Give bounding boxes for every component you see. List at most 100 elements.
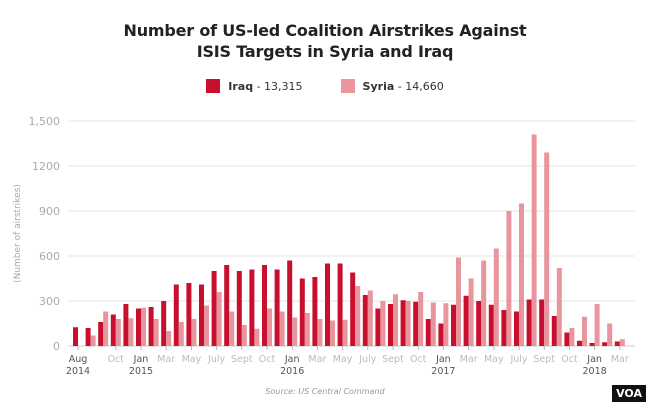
bar-syria — [519, 203, 524, 346]
bar-syria — [493, 248, 499, 346]
bar-iraq — [539, 299, 545, 346]
legend-value-iraq: 13,315 — [264, 79, 303, 93]
y-tick-label: 1200 — [32, 160, 60, 173]
voa-logo: VOA — [612, 385, 646, 402]
bar-syria — [267, 308, 272, 346]
bar-syria — [115, 319, 121, 346]
bar-iraq — [73, 327, 78, 346]
bar-iraq — [312, 277, 318, 346]
bar-iraq — [375, 308, 381, 346]
x-tick-year-label: 2016 — [280, 366, 304, 377]
source-note: Source: US Central Command — [265, 387, 385, 396]
chart-title-line-2: ISIS Targets in Syria and Iraq — [196, 42, 454, 61]
y-tick-label: 0 — [53, 340, 60, 353]
bar-iraq — [451, 304, 456, 346]
bar-syria — [355, 286, 361, 346]
x-tick-label: May — [182, 354, 202, 365]
x-tick-label: Oct — [410, 354, 427, 365]
bar-syria — [430, 302, 436, 346]
chart-title: Number of US-led Coalition Airstrikes Ag… — [0, 20, 650, 62]
bar-syria — [153, 319, 159, 346]
chart-title-line-1: Number of US-led Coalition Airstrikes Ag… — [123, 21, 527, 40]
bar-iraq — [501, 310, 507, 346]
bar-syria — [166, 331, 172, 346]
bar-iraq — [287, 260, 293, 346]
bar-syria — [393, 294, 398, 346]
bar-syria — [141, 307, 146, 346]
bar-syria — [481, 260, 487, 346]
bar-iraq — [425, 319, 431, 346]
x-tick-label: Jan — [133, 354, 149, 365]
bar-syria — [204, 305, 209, 346]
x-tick-label: Oct — [259, 354, 276, 365]
bar-syria — [254, 328, 260, 346]
bar-syria — [405, 301, 411, 346]
x-tick-year-label: 2017 — [431, 366, 455, 377]
bar-syria — [229, 311, 235, 346]
bar-syria — [506, 211, 512, 346]
legend-label-iraq: Iraq — [228, 79, 254, 93]
bar-iraq — [526, 299, 532, 346]
y-tick-label: 600 — [39, 250, 60, 263]
bar-iraq — [488, 304, 494, 346]
bar-iraq — [476, 301, 482, 346]
bar-syria — [241, 325, 247, 346]
bar-syria — [569, 328, 575, 346]
bar-iraq — [388, 304, 393, 346]
x-tick-label: Aug — [69, 354, 88, 365]
x-tick-label: Oct — [108, 354, 125, 365]
bar-iraq — [211, 271, 217, 346]
x-tick-label: July — [207, 354, 225, 365]
x-tick-label: Mar — [611, 354, 629, 365]
bar-syria — [582, 316, 587, 346]
bar-syria — [191, 319, 197, 346]
legend-item-iraq: Iraq - 13,315 — [206, 79, 303, 93]
bar-iraq — [186, 283, 192, 346]
bar-iraq — [299, 278, 305, 346]
bar-syria — [90, 335, 96, 346]
bar-iraq — [148, 307, 154, 346]
legend-item-syria: Syria - 14,660 — [340, 79, 444, 93]
x-tick-label: May — [333, 354, 353, 365]
bar-syria — [443, 303, 449, 346]
legend-swatch-syria — [340, 79, 355, 93]
bar-iraq — [337, 263, 343, 346]
bar-syria — [556, 268, 562, 346]
bar-syria — [456, 257, 461, 346]
bar-syria — [317, 319, 323, 346]
bar-iraq — [123, 304, 129, 346]
x-tick-label: Mar — [157, 354, 175, 365]
x-tick-label: May — [484, 354, 504, 365]
bar-iraq — [564, 332, 570, 346]
bar-syria — [594, 304, 600, 346]
y-tick-label: 1,500 — [29, 115, 61, 128]
x-tick-label: Sept — [382, 354, 404, 365]
x-tick-year-label: 2015 — [129, 366, 153, 377]
bar-iraq — [199, 284, 204, 346]
bar-iraq — [274, 269, 280, 346]
bar-iraq — [602, 342, 608, 346]
bar-syria — [279, 311, 285, 346]
x-tick-label: Jan — [586, 354, 602, 365]
y-tick-label: 900 — [39, 205, 60, 218]
bar-syria — [607, 323, 613, 346]
x-tick-year-label: 2018 — [583, 366, 607, 377]
bar-syria — [468, 278, 474, 346]
bar-iraq — [438, 323, 444, 346]
bar-iraq — [136, 308, 141, 346]
bar-iraq — [110, 314, 116, 346]
bar-iraq — [577, 340, 582, 346]
x-tick-label: Mar — [308, 354, 326, 365]
x-tick-label: July — [358, 354, 376, 365]
bar-iraq — [325, 263, 330, 346]
x-tick-label: Oct — [561, 354, 578, 365]
bar-iraq — [262, 265, 267, 346]
bar-iraq — [614, 341, 620, 346]
bar-syria — [367, 290, 373, 346]
bar-iraq — [551, 316, 557, 346]
bar-syria — [330, 320, 335, 346]
bar-syria — [619, 339, 625, 346]
bar-iraq — [98, 322, 104, 346]
legend: Iraq - 13,315 Syria - 14,660 — [0, 79, 650, 93]
